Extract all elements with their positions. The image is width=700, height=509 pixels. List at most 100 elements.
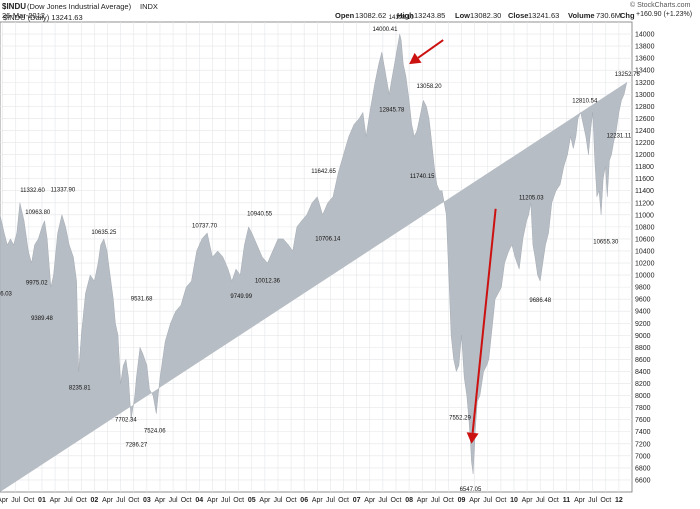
x-tick-label: Apr <box>0 497 9 504</box>
y-tick-label: 7600 <box>635 417 651 424</box>
x-tick-label: Apr <box>50 497 62 504</box>
price-annotation: 11740.15 <box>410 174 435 180</box>
red-arrow-head <box>409 52 422 65</box>
x-tick-label: 05 <box>248 497 256 504</box>
x-tick-label: Jul <box>273 497 282 504</box>
x-tick-label: 03 <box>143 497 151 504</box>
chart-header: $INDU (Dow Jones Industrial Average) IND… <box>0 0 700 22</box>
y-tick-label: 12600 <box>635 116 655 123</box>
y-tick-label: 9200 <box>635 321 651 328</box>
x-tick-label: Jul <box>326 497 335 504</box>
price-annotation: 10635.25 <box>91 230 117 236</box>
price-annotation: 7286.27 <box>126 443 148 449</box>
price-annotation: 9389.48 <box>31 316 53 322</box>
price-annotation: 9531.68 <box>131 296 153 302</box>
x-tick-label: Apr <box>574 497 586 504</box>
price-annotation: 11642.65 <box>311 169 336 175</box>
x-tick-label: Oct <box>23 497 34 504</box>
price-annotations: 10963.80 11337.90 11332.60 9796.03 9975.02 93… <box>0 15 640 493</box>
price-annotation: 9749.99 <box>230 294 252 300</box>
x-tick-label: 10 <box>510 497 518 504</box>
x-tick-label: Jul <box>588 497 597 504</box>
x-tick-label: Jul <box>483 497 492 504</box>
y-tick-label: 6800 <box>635 465 651 472</box>
y-tick-label: 13600 <box>635 56 655 63</box>
open-label: Open <box>335 11 355 20</box>
price-annotation: 13058.20 <box>417 84 443 90</box>
x-axis: AprJulOct01AprJulOct02AprJulOct03AprJulO… <box>0 497 623 504</box>
chg-label: Chg <box>620 11 635 20</box>
x-tick-label: Oct <box>181 497 192 504</box>
y-tick-label: 12800 <box>635 104 655 111</box>
x-tick-label: Apr <box>259 497 271 504</box>
y-tick-label: 9400 <box>635 309 651 316</box>
x-tick-label: Jul <box>536 497 545 504</box>
price-annotation: 11205.03 <box>519 195 544 201</box>
index-name: (Dow Jones Industrial Average) <box>27 2 132 11</box>
x-tick-label: Oct <box>548 497 559 504</box>
price-annotation: 10963.80 <box>25 210 51 216</box>
y-tick-label: 12000 <box>635 152 655 159</box>
price-annotation: 13252.76 <box>615 72 641 78</box>
y-tick-label: 10800 <box>635 224 655 231</box>
chart-date: 26-Mar-2012 <box>2 11 45 20</box>
x-tick-label: 08 <box>405 497 413 504</box>
price-annotation: 6547.05 <box>460 487 482 493</box>
high-value: 13243.85 <box>414 11 446 20</box>
y-tick-label: 8200 <box>635 381 651 388</box>
x-tick-label: 12 <box>615 497 623 504</box>
x-tick-label: 02 <box>91 497 99 504</box>
y-tick-label: 10000 <box>635 273 655 280</box>
y-tick-label: 12200 <box>635 140 655 147</box>
price-annotation: 9975.02 <box>26 281 48 287</box>
annotation-arrows <box>409 39 497 444</box>
brand-watermark: © StockCharts.com <box>630 2 691 9</box>
price-annotation: 14198.10 <box>389 15 415 21</box>
exchange: INDX <box>140 2 158 11</box>
x-tick-label: 01 <box>38 497 46 504</box>
y-tick-label: 13400 <box>635 68 655 75</box>
symbol: $INDU <box>2 2 27 11</box>
open-value: 13082.62 <box>355 11 387 20</box>
x-tick-label: Jul <box>116 497 125 504</box>
y-tick-label: 9800 <box>635 285 651 292</box>
y-tick-label: 9600 <box>635 297 651 304</box>
price-annotation: 10940.55 <box>247 211 273 217</box>
x-tick-label: Apr <box>364 497 376 504</box>
price-annotation: 10737.70 <box>192 224 218 230</box>
price-annotation: 11332.60 <box>20 188 45 194</box>
y-tick-label: 13200 <box>635 80 655 87</box>
y-tick-label: 7400 <box>635 429 651 436</box>
x-tick-label: Apr <box>312 497 324 504</box>
y-tick-label: 11400 <box>635 188 654 195</box>
legend-label: $INDU (Daily) 13241.63 <box>3 13 83 22</box>
y-tick-label: 7000 <box>635 453 651 460</box>
x-tick-label: 09 <box>458 497 466 504</box>
y-tick-label: 10200 <box>635 261 655 268</box>
low-label: Low <box>455 11 470 20</box>
x-tick-label: Jul <box>64 497 73 504</box>
price-annotation: 12231.11 <box>607 134 632 140</box>
x-tick-label: Apr <box>102 497 114 504</box>
price-annotation: 10655.30 <box>593 240 619 246</box>
price-annotation: 10012.36 <box>255 278 281 284</box>
price-annotation: 10706.14 <box>315 237 341 243</box>
y-tick-label: 7800 <box>635 405 651 412</box>
high-label: High <box>397 11 414 20</box>
price-annotation: 11337.90 <box>51 187 76 193</box>
y-tick-label: 11000 <box>635 212 654 219</box>
x-tick-label: Apr <box>469 497 481 504</box>
x-tick-label: Jul <box>431 497 440 504</box>
low-value: 13082.30 <box>470 11 502 20</box>
x-tick-label: Apr <box>417 497 429 504</box>
close-value: 13241.63 <box>528 11 560 20</box>
price-annotation: 9686.48 <box>529 298 551 304</box>
x-tick-label: Oct <box>233 497 244 504</box>
y-tick-label: 8800 <box>635 345 651 352</box>
x-tick-label: Apr <box>207 497 219 504</box>
price-annotation: 7524.06 <box>144 428 166 434</box>
x-tick-label: Apr <box>155 497 167 504</box>
y-tick-label: 8000 <box>635 393 651 400</box>
red-arrow-head <box>466 432 479 444</box>
